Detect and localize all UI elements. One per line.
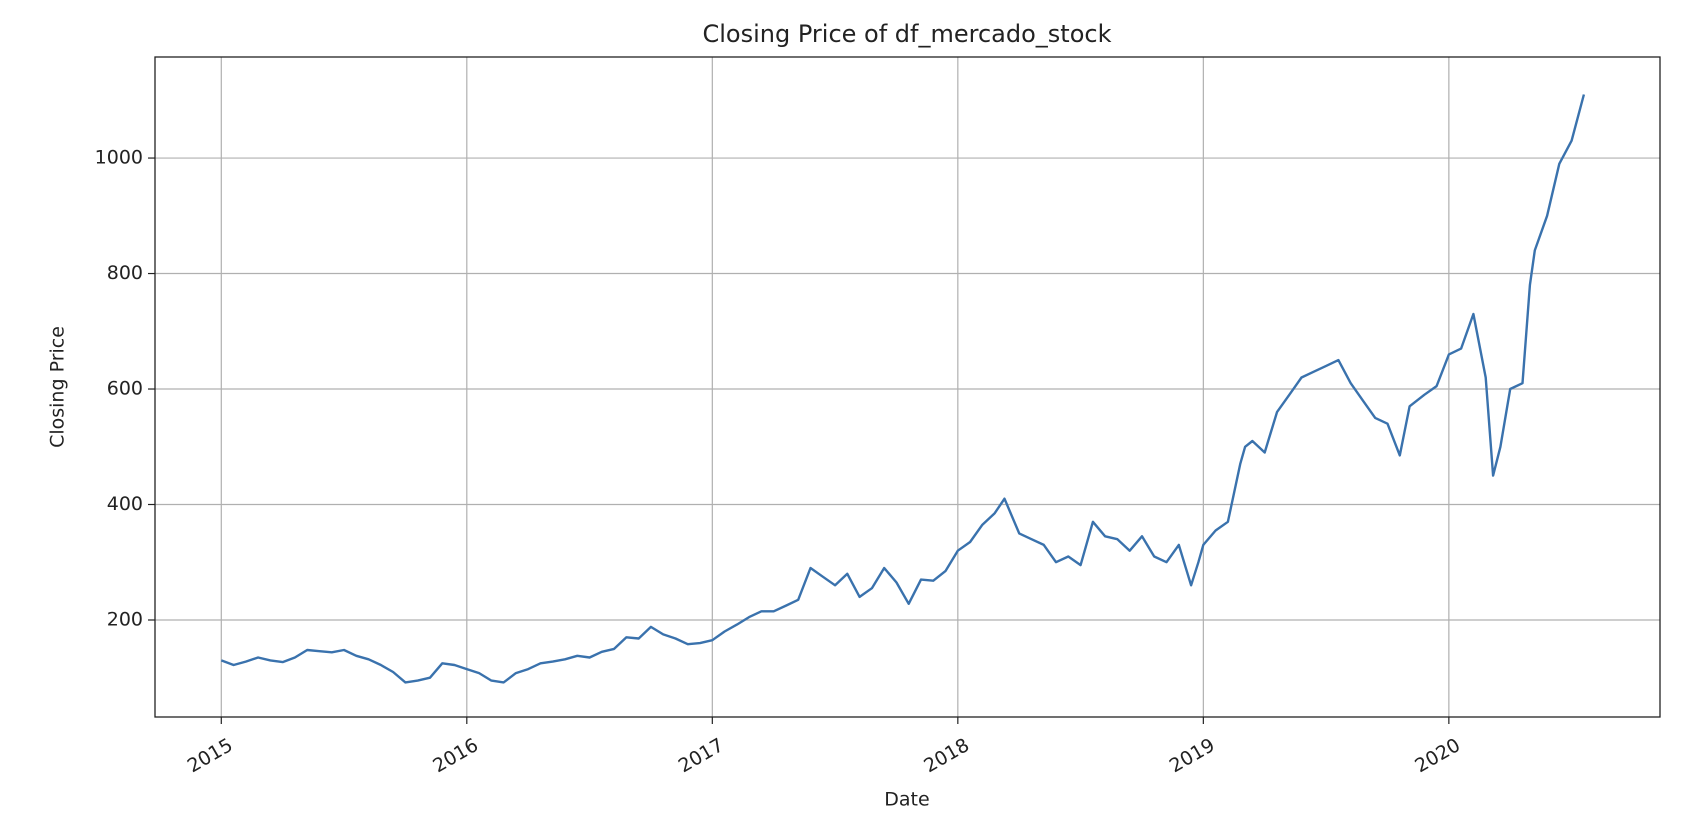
x-tick-label: 2018 [920, 734, 973, 777]
y-tick-label: 1000 [95, 147, 143, 169]
x-tick-label: 2020 [1411, 734, 1464, 777]
x-tick-label: 2017 [675, 734, 728, 777]
x-tick-label: 2015 [184, 734, 237, 777]
x-tick-label: 2016 [429, 734, 482, 777]
y-tick-label: 200 [107, 608, 143, 630]
y-axis-label: Closing Price [47, 326, 69, 448]
y-tick-label: 400 [107, 493, 143, 515]
x-axis-label: Date [884, 789, 929, 811]
y-tick-label: 600 [107, 378, 143, 400]
price-line [220, 94, 1586, 684]
chart-title: Closing Price of df_mercado_stock [703, 20, 1112, 48]
x-tick-label: 2019 [1166, 734, 1219, 777]
y-tick-label: 800 [107, 262, 143, 284]
plot-frame [154, 56, 1661, 718]
